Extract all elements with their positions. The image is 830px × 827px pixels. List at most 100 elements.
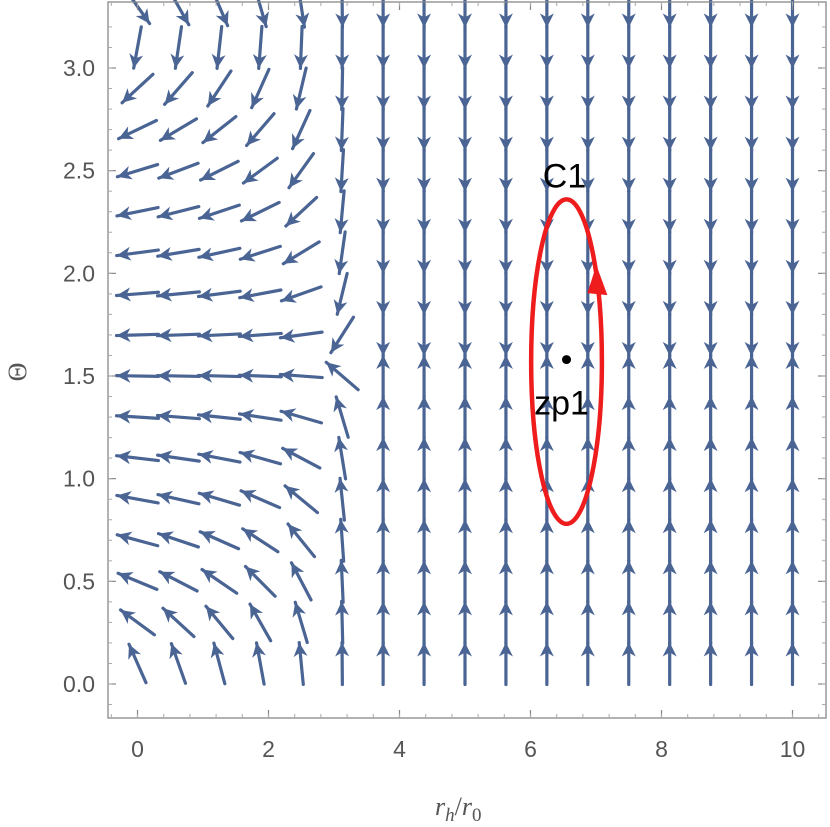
field-arrow: [115, 162, 160, 180]
field-arrow: [580, 394, 595, 440]
field-arrow: [239, 489, 282, 510]
field-arrow: [161, 606, 196, 639]
field-arrow: [539, 640, 554, 687]
field-arrow: [621, 106, 636, 153]
field-arrow: [281, 240, 321, 266]
field-arrow: [498, 394, 513, 440]
field-arrow: [785, 24, 800, 71]
zero-point-dot: [562, 355, 572, 365]
field-arrow: [662, 189, 677, 235]
field-arrow: [621, 65, 636, 112]
field-arrow: [785, 106, 800, 153]
x-axis-label: rh/r0: [435, 792, 481, 826]
field-arrow: [498, 599, 513, 646]
field-arrow: [214, 0, 230, 28]
field-arrow: [703, 106, 718, 153]
field-arrow: [335, 0, 350, 29]
field-arrow: [498, 640, 513, 687]
field-arrow: [335, 640, 350, 687]
field-arrow: [376, 24, 391, 71]
field-arrow: [744, 558, 759, 604]
field-arrow: [334, 476, 349, 522]
field-arrow: [662, 148, 677, 194]
x-axis-label-r2: r: [462, 792, 473, 821]
field-arrow: [785, 353, 800, 399]
field-arrow: [292, 66, 308, 111]
field-arrow: [662, 517, 677, 563]
field-arrow: [417, 476, 432, 522]
field-arrow: [744, 271, 759, 317]
field-arrow: [417, 394, 432, 440]
field-arrow: [329, 315, 356, 355]
field-arrow: [290, 108, 312, 151]
field-arrow: [238, 449, 283, 466]
field-arrow: [539, 558, 554, 604]
field-arrow: [376, 0, 391, 29]
field-arrow: [498, 517, 513, 563]
field-arrow: [621, 599, 636, 646]
field-arrow: [744, 24, 759, 71]
field-arrow: [156, 531, 200, 549]
x-tick-label: 2: [262, 736, 275, 762]
field-arrow: [241, 527, 280, 554]
y-tick-label: 2.0: [63, 260, 95, 286]
field-arrow: [116, 118, 159, 141]
field-arrow: [293, 24, 308, 71]
field-arrow: [376, 271, 391, 317]
field-arrow: [238, 288, 283, 303]
field-arrow: [498, 148, 513, 194]
field-arrow: [295, 0, 310, 29]
field-arrow: [703, 148, 718, 194]
field-arrow: [283, 484, 320, 515]
field-arrow: [744, 435, 759, 481]
field-arrow: [580, 0, 595, 29]
field-arrow: [580, 148, 595, 194]
field-arrow: [539, 435, 554, 481]
field-arrow: [621, 148, 636, 194]
field-arrow: [498, 0, 513, 29]
x-axis-label-sub-h: h: [445, 805, 455, 826]
field-arrow: [279, 285, 323, 303]
field-arrow: [539, 148, 554, 194]
field-arrow: [662, 640, 677, 687]
field-arrow: [662, 476, 677, 522]
field-arrow: [114, 409, 161, 424]
field-arrow: [376, 558, 391, 604]
field-arrow: [458, 106, 472, 153]
field-arrow: [703, 558, 718, 604]
field-arrow: [498, 65, 513, 112]
field-arrow: [580, 312, 595, 358]
field-arrow: [163, 71, 194, 106]
field-arrow: [245, 112, 276, 148]
field-arrow: [458, 65, 472, 112]
field-arrow: [250, 67, 271, 110]
field-arrow: [703, 24, 718, 71]
field-arrow: [498, 353, 513, 399]
field-arrow: [621, 24, 636, 71]
field-arrow: [744, 65, 759, 112]
field-arrow: [335, 65, 350, 112]
field-arrow: [376, 599, 391, 646]
field-arrow: [744, 230, 759, 276]
x-tick-label: 8: [655, 736, 668, 762]
field-arrow: [621, 0, 636, 29]
field-arrow: [744, 189, 759, 235]
field-arrow: [458, 353, 472, 399]
field-arrow: [335, 24, 350, 71]
field-arrow: [334, 107, 349, 153]
field-arrow: [120, 72, 155, 105]
field-arrow: [155, 368, 202, 383]
field-arrow: [621, 394, 636, 440]
field-arrow: [115, 491, 160, 505]
field-arrow: [703, 271, 718, 317]
field-arrow: [744, 517, 759, 563]
field-arrow: [580, 271, 595, 317]
field-arrow: [785, 189, 800, 235]
field-arrow: [197, 246, 242, 262]
field-arrow: [241, 156, 279, 185]
field-arrow: [621, 230, 636, 276]
field-arrow: [156, 247, 201, 261]
field-arrow: [376, 353, 391, 399]
field-arrow: [158, 570, 199, 593]
field-arrow: [197, 490, 242, 507]
